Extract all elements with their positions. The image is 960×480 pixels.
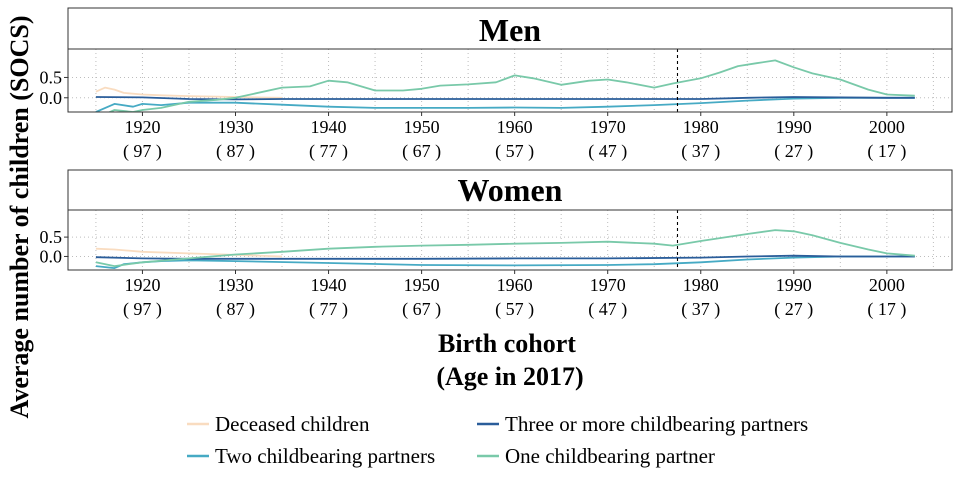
legend-label: Deceased children bbox=[215, 412, 370, 436]
series-line-three bbox=[95, 96, 915, 101]
x-tick-label: 1970 bbox=[590, 117, 626, 137]
x-tick-age-label: ( 57 ) bbox=[495, 141, 534, 162]
x-tick-age-label: ( 97 ) bbox=[123, 141, 162, 162]
legend-label: Three or more childbearing partners bbox=[505, 412, 808, 436]
x-tick-label: 1940 bbox=[311, 117, 347, 137]
series-line-two bbox=[95, 96, 915, 112]
panel-strip bbox=[67, 7, 953, 50]
x-tick-age-label: ( 77 ) bbox=[309, 141, 348, 162]
y-tick-label: 0.0 bbox=[40, 246, 63, 266]
series-line-one bbox=[107, 59, 915, 112]
x-tick-label: 1970 bbox=[590, 275, 626, 295]
x-tick-age-label: ( 47 ) bbox=[588, 141, 627, 162]
x-tick-label: 1940 bbox=[311, 275, 347, 295]
x-tick-age-label: ( 67 ) bbox=[402, 141, 441, 162]
x-tick-label: 1930 bbox=[217, 117, 253, 137]
x-tick-label: 1960 bbox=[497, 275, 533, 295]
panel-title: Women bbox=[458, 172, 563, 208]
panel-strip bbox=[67, 169, 953, 211]
y-tick-label: 0.5 bbox=[40, 67, 63, 87]
legend-item-one: One childbearing partner bbox=[477, 444, 715, 468]
legend-item-three: Three or more childbearing partners bbox=[477, 412, 808, 436]
x-tick-label: 1990 bbox=[776, 117, 812, 137]
x-tick-age-label: ( 27 ) bbox=[774, 141, 813, 162]
series-line-three bbox=[95, 254, 915, 260]
series-line-one bbox=[95, 229, 915, 268]
x-tick-age-label: ( 87 ) bbox=[216, 299, 255, 320]
chart-legend: Deceased children Three or more childbear… bbox=[187, 412, 808, 468]
panel-men: Men 0.00.5 1920 ( 97 ) 1930 ( 87 ) 1940 ( 77 ) 1… bbox=[40, 7, 953, 162]
legend-label: One childbearing partner bbox=[505, 444, 715, 468]
x-tick-age-label: ( 87 ) bbox=[216, 141, 255, 162]
x-tick-label: 2000 bbox=[869, 275, 905, 295]
x-axis-subtitle: (Age in 2017) bbox=[436, 362, 583, 391]
legend-item-two: Two childbearing partners bbox=[187, 444, 435, 468]
y-tick-label: 0.0 bbox=[40, 88, 63, 108]
x-tick-age-label: ( 17 ) bbox=[867, 299, 906, 320]
x-tick-age-label: ( 17 ) bbox=[867, 141, 906, 162]
x-tick-label: 1930 bbox=[217, 275, 253, 295]
panel-women: Women 0.00.5 1920 ( 97 ) 1930 ( 87 ) 1940 ( 77 … bbox=[40, 169, 953, 320]
legend-item-deceased: Deceased children bbox=[187, 412, 370, 436]
x-tick-label: 1960 bbox=[497, 117, 533, 137]
x-tick-label: 1950 bbox=[404, 117, 440, 137]
x-tick-age-label: ( 37 ) bbox=[681, 141, 720, 162]
legend-label: Two childbearing partners bbox=[215, 444, 435, 468]
x-tick-label: 1990 bbox=[776, 275, 812, 295]
x-tick-age-label: ( 97 ) bbox=[123, 299, 162, 320]
series-line-deceased bbox=[95, 247, 283, 258]
x-tick-label: 2000 bbox=[869, 117, 905, 137]
panel-series bbox=[95, 59, 915, 112]
x-tick-age-label: ( 57 ) bbox=[495, 299, 534, 320]
panel-series bbox=[95, 229, 915, 270]
x-tick-label: 1920 bbox=[124, 275, 160, 295]
x-tick-age-label: ( 27 ) bbox=[774, 299, 813, 320]
x-tick-age-label: ( 77 ) bbox=[309, 299, 348, 320]
y-axis-title: Average number of children (SOCS) bbox=[5, 16, 34, 419]
x-tick-label: 1920 bbox=[124, 117, 160, 137]
x-axis-title: Birth cohort bbox=[438, 329, 576, 358]
x-tick-age-label: ( 37 ) bbox=[681, 299, 720, 320]
x-tick-age-label: ( 47 ) bbox=[588, 299, 627, 320]
panel-border bbox=[67, 48, 953, 113]
x-tick-label: 1950 bbox=[404, 275, 440, 295]
x-tick-label: 1980 bbox=[683, 117, 719, 137]
panel-title: Men bbox=[479, 12, 541, 48]
x-tick-age-label: ( 67 ) bbox=[402, 299, 441, 320]
y-tick-label: 0.5 bbox=[40, 227, 63, 247]
panel-border bbox=[67, 209, 953, 271]
x-tick-label: 1980 bbox=[683, 275, 719, 295]
